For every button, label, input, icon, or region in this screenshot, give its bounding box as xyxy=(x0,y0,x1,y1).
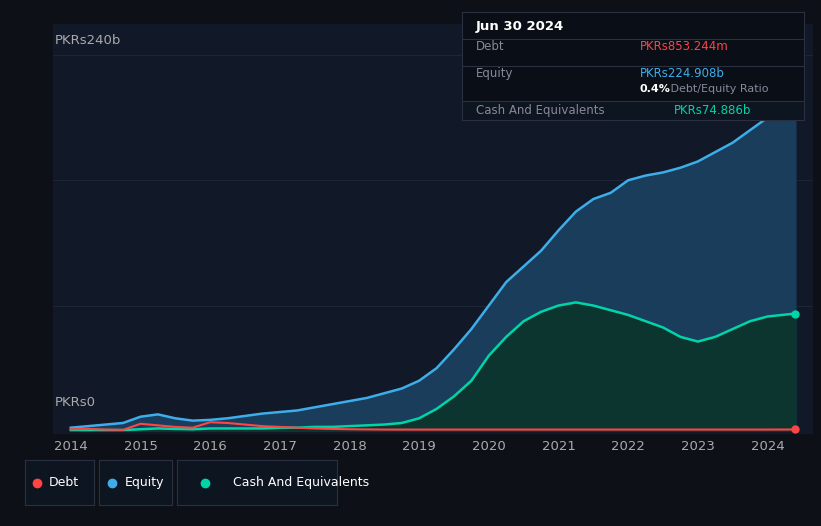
Text: 0.4%: 0.4% xyxy=(640,84,671,94)
Text: Debt: Debt xyxy=(49,476,79,489)
Text: Equity: Equity xyxy=(475,67,513,80)
Text: Jun 30 2024: Jun 30 2024 xyxy=(475,19,564,33)
Text: Cash And Equivalents: Cash And Equivalents xyxy=(232,476,369,489)
Text: Debt: Debt xyxy=(475,40,504,53)
Text: PKRs853.244m: PKRs853.244m xyxy=(640,40,728,53)
Text: Equity: Equity xyxy=(125,476,164,489)
Bar xyxy=(462,100,804,120)
Text: PKRs0: PKRs0 xyxy=(55,396,96,409)
Text: PKRs224.908b: PKRs224.908b xyxy=(640,67,725,80)
Text: Debt/Equity Ratio: Debt/Equity Ratio xyxy=(667,84,768,94)
Text: PKRs240b: PKRs240b xyxy=(55,34,122,47)
Text: PKRs74.886b: PKRs74.886b xyxy=(674,104,751,117)
Text: Cash And Equivalents: Cash And Equivalents xyxy=(475,104,604,117)
